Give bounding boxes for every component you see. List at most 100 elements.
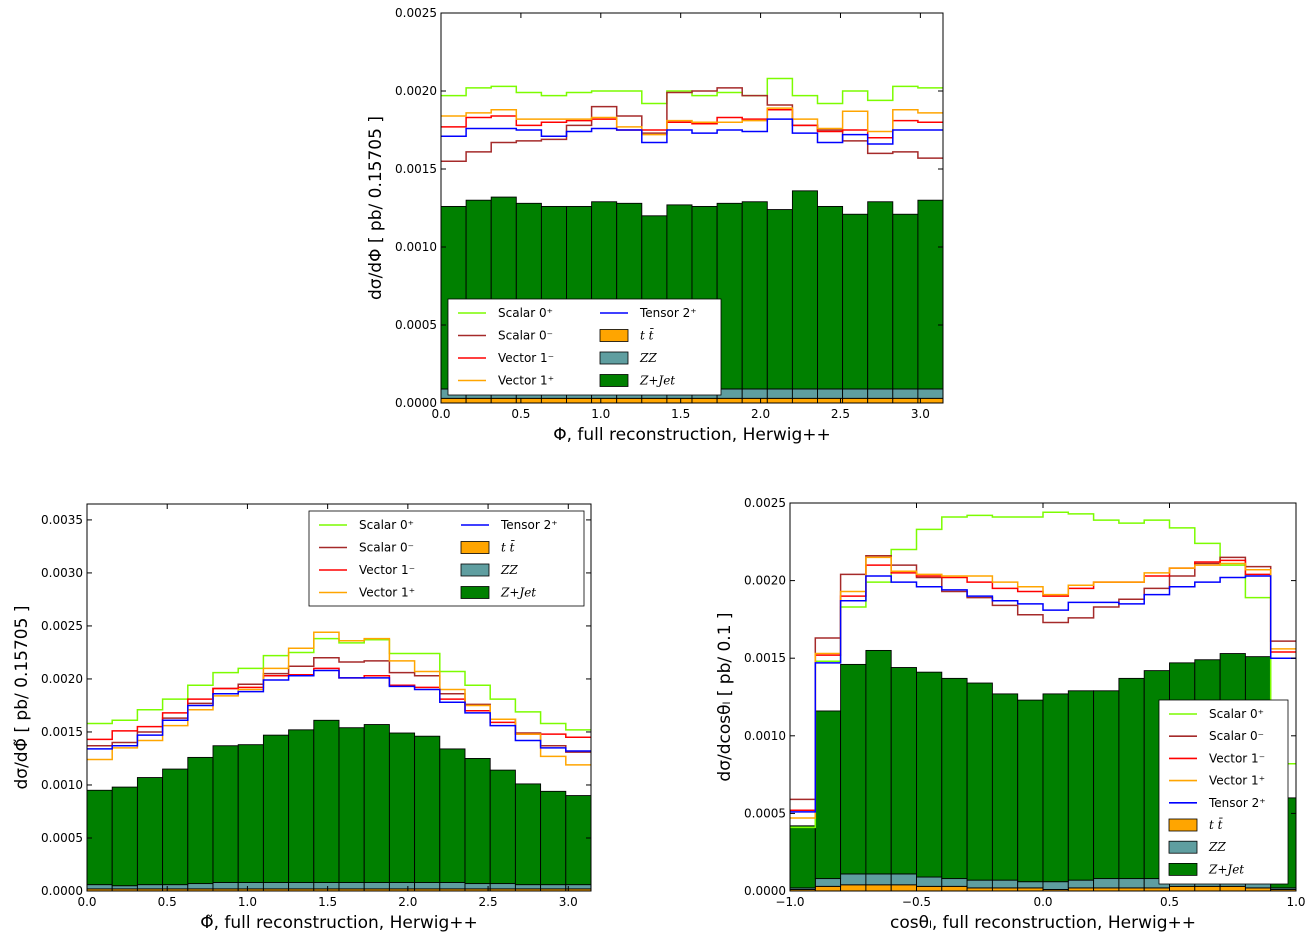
y-tick-label: 0.0015 [41, 725, 83, 739]
x-tick-label: 0.5 [158, 895, 177, 909]
y-tick-label: 0.0010 [395, 240, 437, 254]
bar-zj-0 [86, 789, 113, 886]
x-tick-label: 0.0 [431, 407, 450, 421]
bar-zj-12 [1093, 690, 1120, 880]
bar-zj-14 [439, 748, 466, 883]
bar-zz-3 [162, 884, 189, 890]
legend-label-v1m: Vector 1⁻ [359, 563, 415, 577]
x-tick-label: 1.0 [238, 895, 257, 909]
bar-tt-1 [814, 885, 842, 892]
x-tick-label: −0.5 [902, 895, 931, 909]
legend-label-tt: t t̄ [640, 327, 654, 343]
bar-zz-2 [840, 873, 867, 886]
legend-label-v1p: Vector 1⁺ [359, 586, 415, 600]
series-line-s0m [790, 555, 1296, 801]
series-line-t2p [790, 575, 1296, 813]
bar-zz-1 [814, 878, 842, 887]
bar-zj-13 [414, 735, 441, 883]
plot-frame [440, 12, 944, 404]
bar-zz-10 [1042, 881, 1069, 890]
legend-label-t2p: Tensor 2⁺ [500, 518, 558, 532]
bar-zz-19 [917, 388, 944, 399]
bar-tt-9 [666, 397, 693, 404]
x-tick-label: 1.5 [318, 895, 337, 909]
bar-zz-13 [766, 388, 793, 399]
bar-zz-0 [86, 884, 113, 890]
legend-box [308, 510, 585, 607]
bar-zj-11 [1067, 690, 1095, 881]
bar-tt-11 [716, 397, 743, 404]
bar-zj-17 [514, 783, 542, 886]
legend-label-v1m: Vector 1⁻ [1209, 751, 1265, 765]
x-tick-label: 1.0 [591, 407, 610, 421]
bar-zz-14 [439, 882, 466, 890]
y-tick-label: 0.0010 [744, 729, 786, 743]
series-line-v1p [790, 556, 1296, 819]
bar-zj-2 [840, 663, 867, 875]
series-line-v1p [87, 631, 591, 766]
bar-tt-3 [865, 884, 892, 892]
bar-zz-15 [464, 883, 491, 890]
bar-zj-7 [966, 682, 993, 881]
bar-tt-15 [817, 397, 844, 404]
bar-zj-5 [916, 671, 943, 878]
bar-zj-15 [817, 205, 844, 390]
legend-label-zz: ZZ [1208, 840, 1226, 854]
bar-zj-6 [941, 677, 968, 880]
bar-zj-6 [237, 744, 264, 883]
bar-zj-4 [187, 756, 214, 885]
y-tick-label: 0.0015 [395, 162, 437, 176]
bar-zz-6 [237, 882, 264, 890]
bar-tt-16 [1194, 885, 1221, 892]
bar-tt-12 [741, 397, 768, 404]
bar-tt-7 [616, 397, 643, 404]
legend-box [1158, 699, 1289, 885]
bar-zj-3 [162, 768, 189, 886]
legend-label-t2p: Tensor 2⁺ [1208, 796, 1266, 810]
bar-zz-11 [1067, 879, 1095, 889]
bar-zj-7 [262, 734, 290, 883]
y-tick-label: 0.0010 [41, 778, 83, 792]
bar-tt-17 [867, 397, 894, 404]
bar-zj-13 [766, 209, 793, 390]
bar-zj-12 [741, 201, 768, 390]
bar-tt-0 [440, 397, 467, 404]
bar-zj-13 [1118, 677, 1145, 880]
bar-zz-11 [363, 882, 390, 890]
bar-zj-10 [338, 727, 365, 883]
x-tick-label: 1.0 [1286, 895, 1305, 909]
y-tick-label: 0.0025 [41, 619, 83, 633]
bar-zj-9 [1017, 699, 1044, 883]
y-tick-label: 0.0025 [744, 496, 786, 510]
y-tick-label: 0.0005 [395, 318, 437, 332]
bar-tt-2 [840, 884, 867, 892]
bar-zj-8 [288, 729, 315, 883]
legend-swatch-tt [460, 541, 490, 554]
legend-label-zz: ZZ [500, 563, 518, 577]
legend-swatch-zz [1168, 840, 1198, 854]
legend-swatch-zz [460, 563, 490, 577]
bar-tt-5 [566, 397, 593, 404]
bar-tt-4 [540, 397, 567, 404]
x-tick-label: 2.0 [398, 895, 417, 909]
chart-phi: 0.0 0.5 1.0 1.5 2.0 2.5 3.0 0.0000 0.0005 0.0010 0… [366, 6, 944, 445]
y-tick-label: 0.0000 [744, 884, 786, 898]
x-tick-label: 0.0 [77, 895, 96, 909]
chart-phi-tilde: 0.0 0.5 1.0 1.5 2.0 2.5 3.0 0.0000 0.0005 0.0010 0… [12, 503, 592, 933]
bar-tt-16 [842, 397, 869, 404]
chart-cos-theta-l: −1.0 −0.5 0.0 0.5 1.0 0.0000 0.0005 0.0010 0.001… [715, 496, 1306, 933]
legend-label-tt: t t̄ [501, 539, 515, 555]
y-tick-label: 0.0020 [744, 574, 786, 588]
legend-label-zj: Z+Jet [1208, 862, 1244, 876]
legend-label-s0p: Scalar 0⁺ [1209, 707, 1264, 721]
legend-label-s0p: Scalar 0⁺ [359, 518, 414, 532]
bar-zj-1 [814, 710, 842, 880]
bar-zj-16 [842, 213, 869, 390]
bar-zj-18 [892, 213, 919, 390]
bar-zz-14 [791, 388, 818, 399]
legend-label-tt: t t̄ [1209, 816, 1223, 832]
legend-box [447, 298, 722, 396]
bar-zz-18 [892, 388, 919, 399]
legend-label-zz: ZZ [639, 351, 657, 365]
